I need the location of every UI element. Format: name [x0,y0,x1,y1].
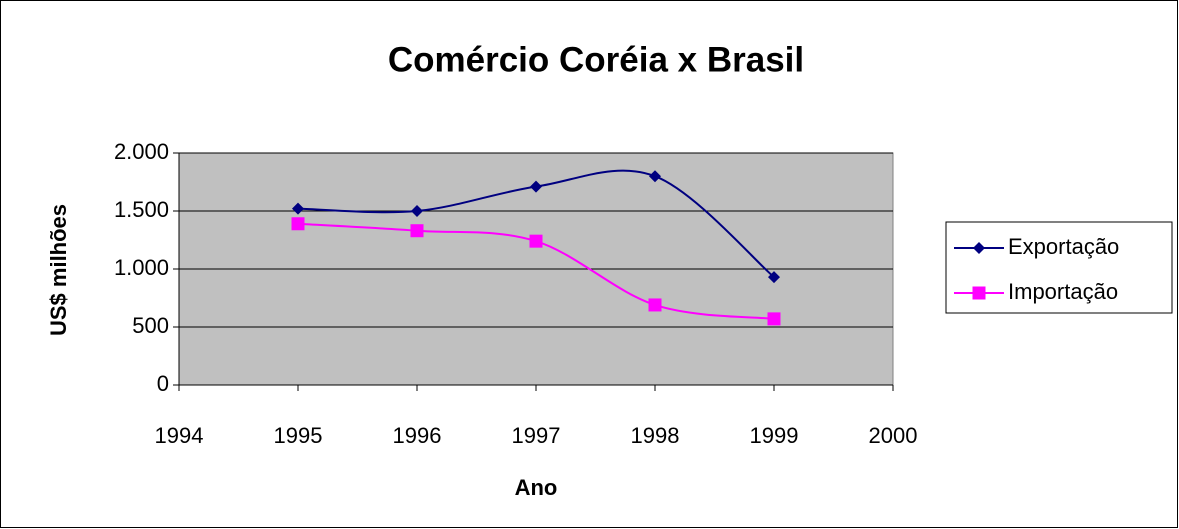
x-tick-label: 2000 [869,423,918,448]
x-tick-label: 1996 [393,423,442,448]
legend-marker [973,242,985,254]
marker [292,202,304,215]
x-tick-label: 1995 [274,423,323,448]
chart-title: Comércio Coréia x Brasil [388,40,804,79]
y-tick-label: 2.000 [114,139,169,164]
y-tick-label: 0 [157,371,169,396]
marker [530,180,542,193]
marker [291,217,305,231]
marker [529,234,543,248]
marker [649,170,661,183]
y-tick-label: 1.000 [114,255,169,280]
y-tick-label: 500 [132,313,169,338]
marker [767,312,781,326]
legend-marker [972,286,986,300]
y-axis-label: US$ milhões [46,204,71,336]
marker [410,224,424,238]
y-tick-label: 1.500 [114,197,169,222]
x-axis-label: Ano [515,475,558,500]
marker [648,298,662,312]
x-tick-label: 1998 [631,423,680,448]
marker [768,271,780,284]
x-tick-label: 1999 [750,423,799,448]
x-tick-label: 1997 [512,423,561,448]
x-tick-label: 1994 [155,423,204,448]
legend-label: Exportação [1008,234,1119,259]
marker [411,205,423,217]
legend-label: Importação [1008,279,1118,304]
